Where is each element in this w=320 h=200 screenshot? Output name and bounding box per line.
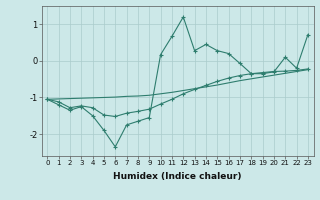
X-axis label: Humidex (Indice chaleur): Humidex (Indice chaleur)	[113, 172, 242, 181]
